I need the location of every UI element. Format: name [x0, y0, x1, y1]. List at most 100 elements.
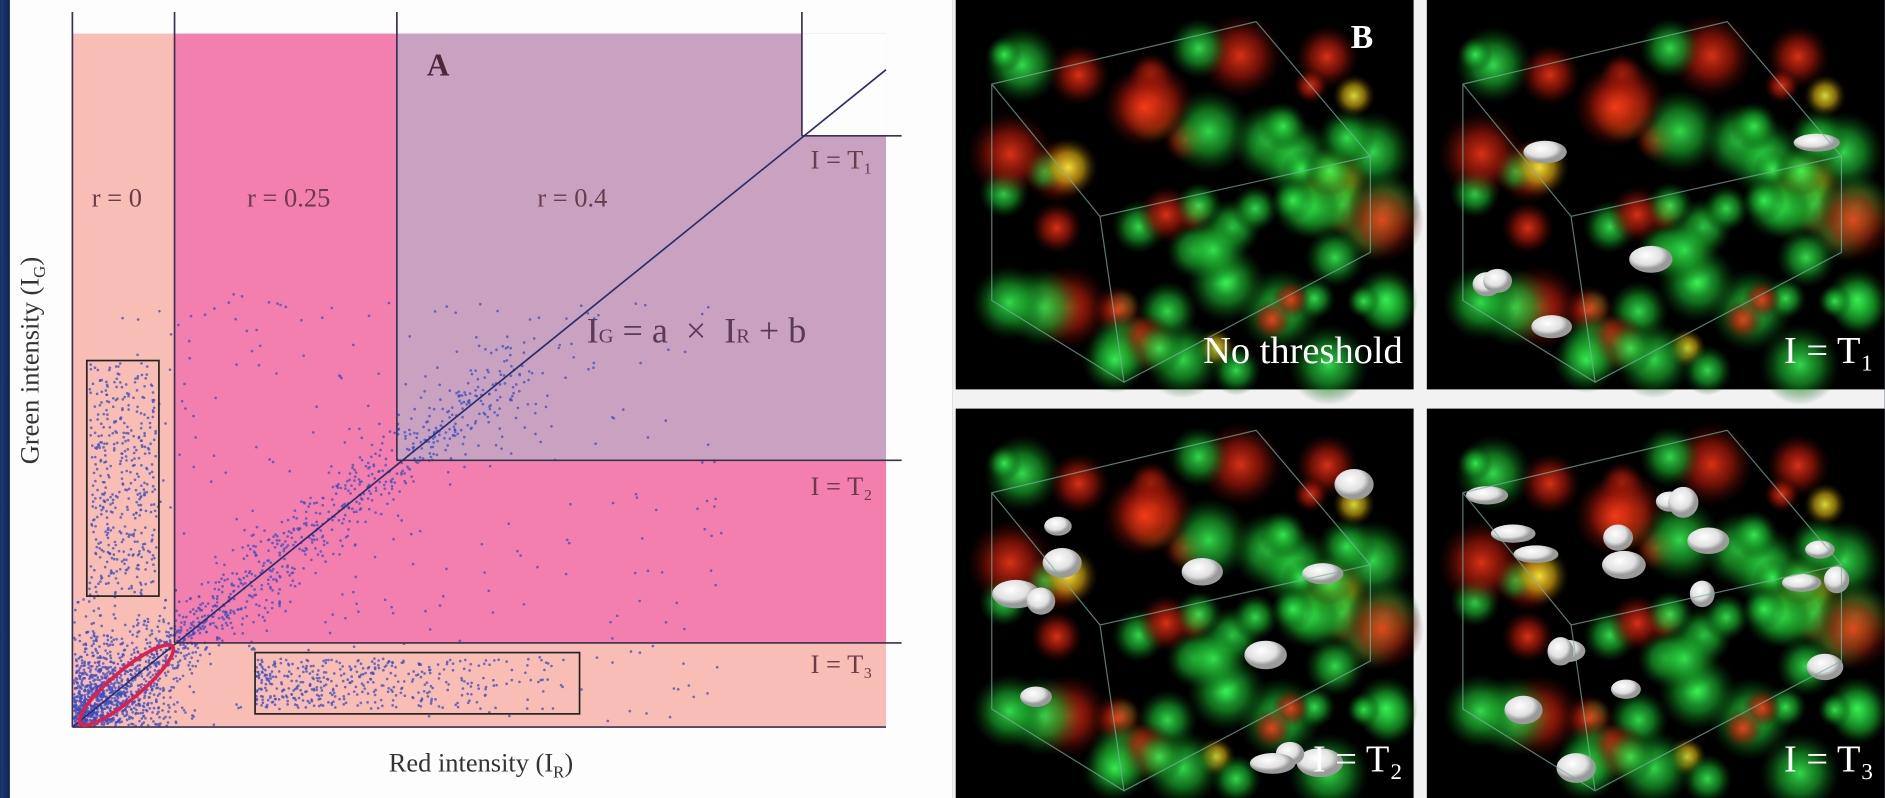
scatter-dot — [148, 696, 151, 699]
scatter-dot — [243, 529, 246, 532]
scatter-dot — [486, 416, 489, 419]
scatter-dot — [136, 493, 139, 496]
scatter-dot — [367, 681, 370, 684]
scatter-dot — [279, 304, 282, 307]
scatter-dot — [639, 362, 642, 365]
scatter-dot — [403, 480, 406, 483]
scatter-dot — [103, 722, 106, 725]
scatter-dot — [98, 444, 101, 447]
scatter-dot — [81, 672, 84, 675]
scatter-dot — [140, 504, 143, 507]
scatter-dot — [79, 640, 82, 643]
scatter-dot — [236, 572, 239, 575]
scatter-dot — [136, 540, 139, 543]
scatter-dot — [229, 612, 232, 615]
scatter-dot — [201, 602, 204, 605]
scatter-dot — [361, 498, 364, 501]
scatter-dot — [506, 359, 509, 362]
scatter-dot — [335, 660, 338, 663]
scatter-dot — [109, 721, 112, 724]
scatter-dot — [357, 610, 360, 613]
scatter-dot — [161, 709, 164, 712]
scatter-dot — [81, 659, 84, 662]
scatter-dot — [75, 677, 78, 680]
scatter-dot — [422, 426, 425, 429]
scatter-dot — [606, 720, 609, 723]
scatter-dot — [281, 521, 284, 524]
scatter-dot — [391, 478, 394, 481]
scatter-dot — [221, 627, 224, 630]
scatter-dot — [89, 434, 92, 437]
scatter-dot — [380, 684, 383, 687]
scatter-dot — [213, 723, 216, 726]
scatter-dot — [381, 704, 384, 707]
scatter-dot — [413, 408, 416, 411]
white-spot — [1182, 558, 1223, 586]
scatter-dot — [273, 695, 276, 698]
scatter-dot — [119, 362, 122, 365]
scatter-dot — [470, 682, 473, 685]
scatter-dot — [131, 717, 134, 720]
scatter-dot — [386, 678, 389, 681]
scatter-dot — [254, 574, 257, 577]
scatter-dot — [365, 465, 368, 468]
scatter-dot — [74, 719, 77, 722]
scatter-dot — [109, 643, 112, 646]
scatter-dot — [152, 685, 155, 688]
scatter-dot — [452, 434, 455, 437]
x-axis-label: Red intensity (IR) — [389, 748, 573, 782]
scatter-dot — [320, 704, 323, 707]
scatter-dot — [305, 524, 308, 527]
scatter-dot — [106, 675, 109, 678]
scatter-dot — [300, 319, 303, 322]
scatter-dot — [394, 666, 397, 669]
scatter-dot — [478, 412, 481, 415]
scatter-dot — [297, 684, 300, 687]
scatter-dot — [145, 467, 148, 470]
scatter-dot — [428, 429, 431, 432]
scatter-dot — [143, 620, 146, 623]
scatter-dot — [96, 699, 99, 702]
scatter-dot — [342, 504, 345, 507]
scatter-dot — [449, 483, 452, 486]
scatter-dot — [533, 337, 536, 340]
scatter-dot — [356, 670, 359, 673]
scatter-dot — [158, 310, 161, 313]
scatter-dot — [388, 660, 391, 663]
scatter-dot — [142, 623, 145, 626]
scatter-dot — [226, 616, 229, 619]
scatter-dot — [110, 682, 113, 685]
scatter-dot — [152, 563, 155, 566]
scatter-dot — [144, 446, 147, 449]
scatter-dot — [545, 661, 548, 664]
scatter-dot — [570, 343, 573, 346]
scatter-dot — [278, 539, 281, 542]
scatter-dot — [140, 362, 143, 365]
scatter-dot — [378, 481, 381, 484]
scatter-dot — [209, 663, 212, 666]
scatter-dot — [195, 610, 198, 613]
scatter-dot — [501, 345, 504, 348]
scatter-dot — [133, 446, 136, 449]
scatter-dot — [162, 696, 165, 699]
scatter-dot — [207, 602, 210, 605]
scatter-dot — [99, 614, 102, 617]
scatter-dot — [683, 628, 686, 631]
scatter-dot — [616, 614, 619, 617]
scatter-dot — [112, 613, 115, 616]
scatter-dot — [412, 480, 415, 483]
scatter-dot — [267, 539, 270, 542]
scatter-dot — [479, 303, 482, 306]
scatter-dot — [258, 605, 261, 608]
scatter-dot — [140, 532, 143, 535]
scatter-dot — [464, 393, 467, 396]
scatter-dot — [116, 558, 119, 561]
scatter-dot — [156, 625, 159, 628]
scatter-dot — [177, 648, 180, 651]
scatter-dot — [497, 658, 500, 661]
scatter-dot — [104, 454, 107, 457]
scatter-dot — [183, 655, 186, 658]
scatter-dot — [269, 675, 272, 678]
scatter-dot — [162, 717, 165, 720]
scatter-dot — [135, 666, 138, 669]
